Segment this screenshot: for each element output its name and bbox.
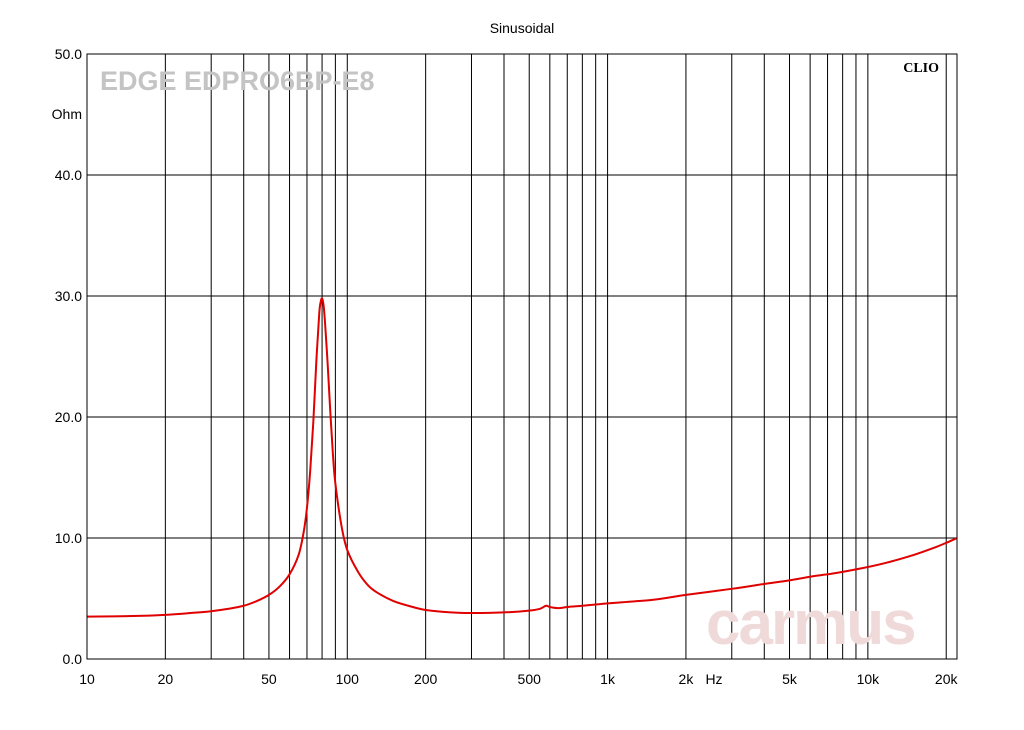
y-axis-label: Ohm (52, 106, 82, 122)
x-tick-label-10: 20k (935, 671, 959, 687)
y-tick-label-1: 10.0 (55, 530, 82, 546)
x-tick-label-4: 200 (414, 671, 438, 687)
series-line-0 (86, 297, 958, 618)
y-tick-label-2: 20.0 (55, 409, 82, 425)
y-tick-label-0: 0.0 (63, 651, 83, 667)
x-tick-labels: 10 20 50 100 200 500 1k 2k 5k 10k 20k (79, 671, 958, 687)
grid-lines (87, 54, 957, 659)
plot-frame (86, 53, 958, 660)
x-tick-label-2: 50 (261, 671, 277, 687)
series-layer (86, 297, 958, 618)
x-axis-label: Hz (705, 671, 722, 687)
chart-title: Sinusoidal (490, 20, 555, 36)
x-tick-label-8: 5k (782, 671, 798, 687)
x-tick-label-0: 10 (79, 671, 95, 687)
y-tick-labels: 0.0 10.0 20.0 30.0 40.0 50.0 (55, 46, 82, 667)
x-tick-label-1: 20 (158, 671, 174, 687)
x-tick-label-3: 100 (336, 671, 360, 687)
x-tick-label-7: 2k (679, 671, 695, 687)
x-tick-label-5: 500 (518, 671, 542, 687)
x-tick-label-9: 10k (857, 671, 881, 687)
model-watermark: EDGE EDPRO6BP-E8 (100, 66, 375, 96)
x-tick-label-6: 1k (600, 671, 616, 687)
y-tick-label-5: 50.0 (55, 46, 82, 62)
site-watermark: carmus (706, 589, 915, 658)
y-tick-label-4: 40.0 (55, 167, 82, 183)
brand-label: CLIO (903, 61, 939, 76)
y-tick-label-3: 30.0 (55, 288, 82, 304)
